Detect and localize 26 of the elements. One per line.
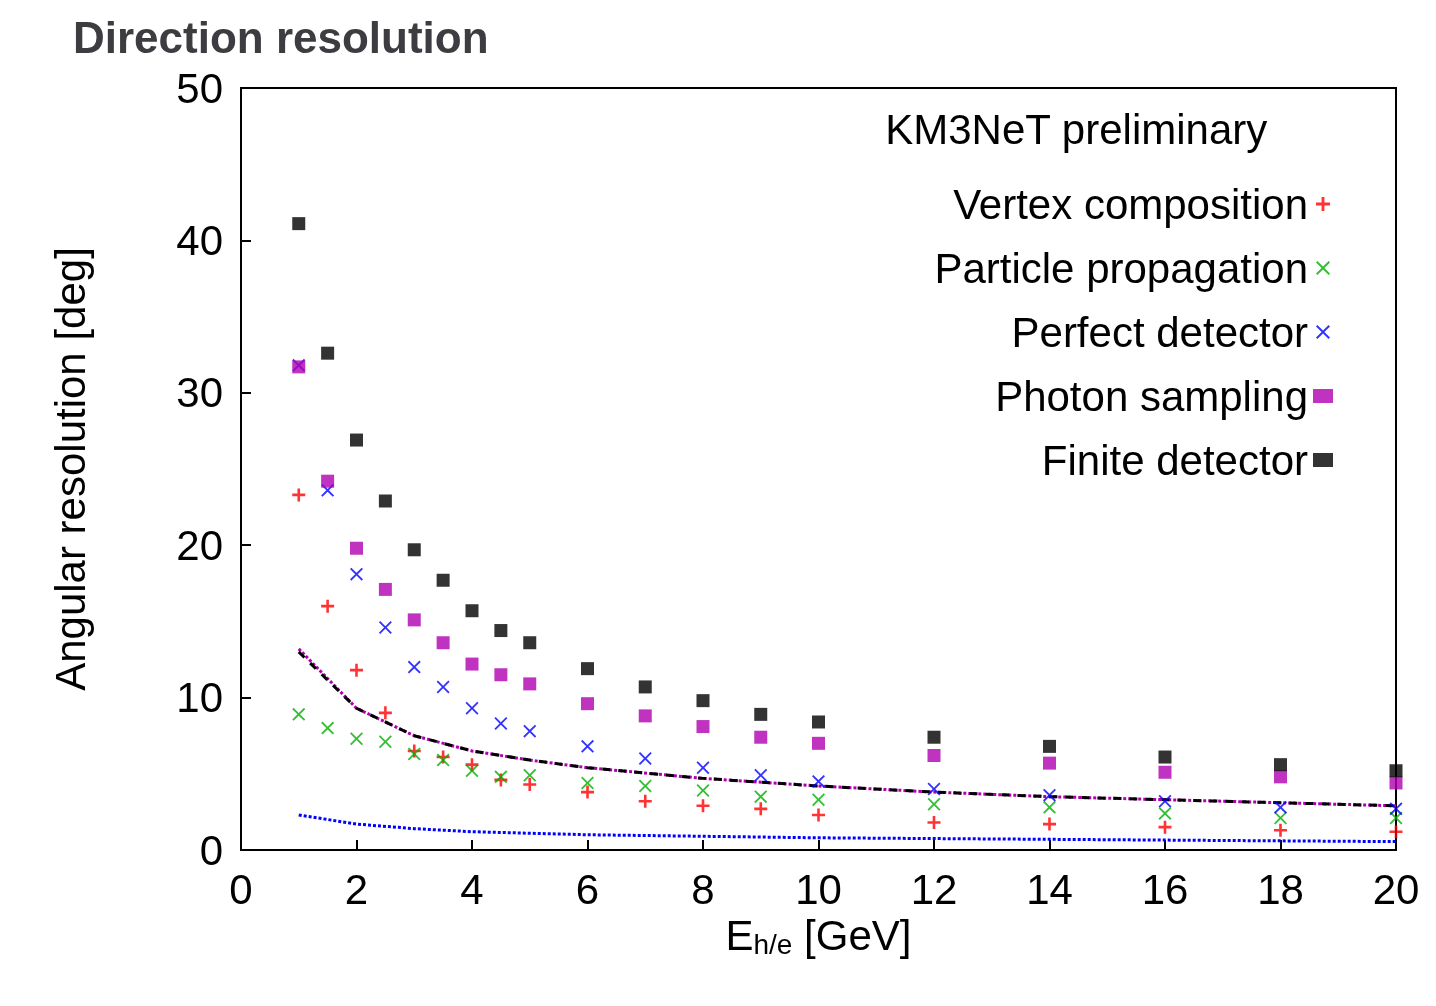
y-tick-label: 30 — [176, 369, 223, 417]
legend-label: Vertex composition — [953, 180, 1308, 228]
legend-label: Perfect detector — [1011, 308, 1309, 356]
x-tick-label: 14 — [1026, 865, 1073, 913]
y-tick-label: 50 — [176, 64, 223, 112]
x-tick-label: 8 — [691, 865, 715, 913]
annotation: KM3NeT preliminary — [885, 105, 1268, 153]
legend-label: Particle propagation — [934, 244, 1308, 292]
x-tick-label: 16 — [1141, 865, 1189, 913]
x-tick-label: 20 — [1372, 865, 1420, 913]
x-tick-label: 6 — [575, 865, 600, 913]
x-tick-label: 2 — [344, 865, 369, 913]
x-axis-title: Eh/e [GeV] — [725, 912, 912, 961]
y-tick-label: 10 — [176, 674, 223, 722]
x-tick-label: 18 — [1257, 865, 1304, 913]
x-tick-label: 0 — [229, 865, 253, 913]
y-tick-label: 20 — [176, 521, 223, 569]
x-tick-label: 12 — [910, 865, 958, 913]
y-tick-label: 40 — [176, 216, 223, 264]
y-tick-label: 0 — [199, 826, 223, 874]
y-axis-title: Angular resolution [deg] — [46, 247, 94, 691]
x-tick-label: 10 — [795, 865, 842, 913]
legend-label: Photon sampling — [995, 372, 1308, 420]
x-tick-label: 4 — [460, 865, 484, 913]
legend-label: Finite detector — [1041, 436, 1308, 484]
chart-title: Direction resolution — [73, 12, 489, 62]
